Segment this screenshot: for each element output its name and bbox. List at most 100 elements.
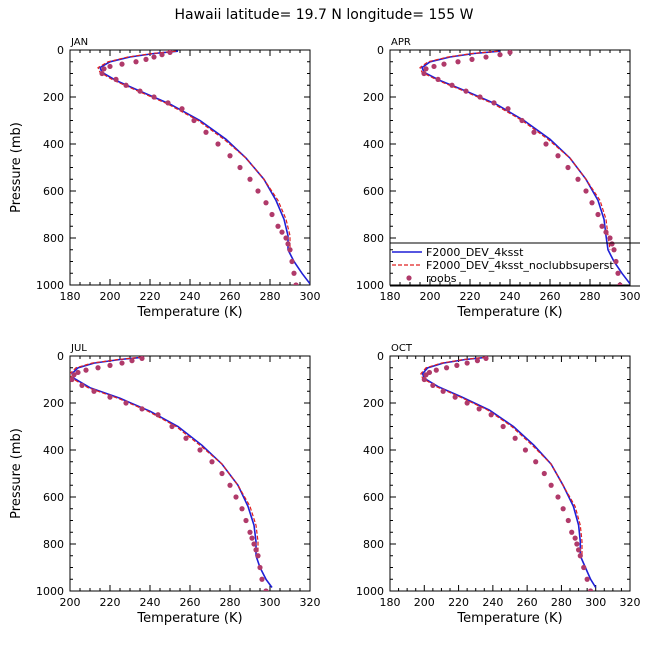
roobs-point (233, 494, 239, 500)
y-tick-label: 400 (363, 444, 384, 457)
y-tick-label: 0 (377, 350, 384, 363)
roobs-point (565, 164, 571, 171)
roobs-point (533, 459, 539, 465)
roobs-point (531, 129, 537, 135)
roobs-point (289, 258, 295, 265)
x-tick-label: 320 (620, 596, 641, 609)
roobs-point (249, 535, 255, 541)
roobs-point (572, 535, 578, 541)
x-tick-label: 200 (60, 596, 81, 609)
roobs-point (123, 400, 129, 406)
x-axis-label: Temperature (K) (456, 611, 562, 626)
roobs-point (474, 358, 481, 364)
series-group (70, 356, 273, 591)
roobs-point (483, 54, 489, 60)
roobs-point (219, 470, 225, 477)
roobs-point (70, 376, 75, 383)
roobs-point (587, 588, 594, 591)
roobs-point (259, 576, 265, 582)
x-tick-label: 220 (460, 290, 481, 303)
roobs-point (560, 506, 566, 512)
roobs-point (575, 176, 581, 182)
roobs-point (107, 394, 113, 400)
series-group (419, 50, 630, 285)
series-line-4ksst (71, 356, 273, 588)
roobs-point (83, 367, 89, 373)
x-tick-label: 280 (220, 596, 241, 609)
roobs-point (497, 52, 503, 58)
roobs-point (197, 447, 203, 453)
roobs-point (505, 106, 511, 112)
roobs-point (257, 564, 263, 571)
roobs-point (279, 229, 285, 235)
roobs-point (555, 153, 561, 159)
roobs-point (589, 200, 595, 206)
panel-label: OCT (391, 343, 413, 354)
roobs-point (541, 470, 547, 477)
roobs-point (433, 367, 439, 373)
roobs-point (584, 576, 590, 582)
x-tick-label: 320 (300, 596, 321, 609)
y-tick-label: 1000 (36, 279, 64, 292)
y-tick-label: 600 (363, 185, 384, 198)
roobs-point (137, 88, 143, 94)
roobs-point (615, 270, 621, 276)
x-tick-label: 300 (620, 290, 641, 303)
roobs-point (500, 423, 506, 430)
roobs-point (519, 117, 525, 124)
roobs-point (107, 63, 113, 70)
roobs-point (555, 494, 561, 500)
x-tick-label: 300 (300, 290, 321, 303)
x-tick-label: 260 (180, 596, 201, 609)
figure-title: Hawaii latitude= 19.7 N longitude= 155 W (175, 7, 474, 23)
y-tick-label: 200 (363, 397, 384, 410)
x-tick-label: 200 (420, 290, 441, 303)
roobs-point (440, 388, 446, 394)
roobs-point (107, 362, 113, 368)
roobs-point (209, 459, 215, 465)
y-tick-label: 0 (57, 44, 64, 57)
roobs-point (603, 229, 609, 235)
panel-jul: 200 220 240 260 280 300 320 0 200 400 600 800 1000 JU… (9, 343, 321, 626)
roobs-point (599, 223, 605, 229)
roobs-point (119, 360, 125, 366)
roobs-point (71, 372, 77, 378)
x-tick-label: 260 (517, 596, 538, 609)
roobs-point (143, 56, 149, 63)
x-tick-label: 180 (380, 596, 401, 609)
y-tick-label: 400 (363, 138, 384, 151)
y-axis-label: Pressure (mb) (9, 428, 24, 519)
x-tick-label: 220 (448, 596, 469, 609)
roobs-point (133, 59, 139, 65)
x-tick-label: 200 (100, 290, 121, 303)
roobs-point (583, 188, 589, 194)
roobs-point (476, 406, 482, 412)
panels-group: 180 200 220 240 260 280 300 0 200 400 600 800 1000 JA… (9, 37, 641, 626)
x-tick-label: 200 (414, 596, 435, 609)
roobs-point (581, 564, 587, 571)
roobs-point (151, 94, 157, 100)
roobs-point (251, 541, 257, 547)
roobs-point (575, 547, 582, 553)
x-tick-label: 240 (180, 290, 201, 303)
roobs-point (507, 50, 513, 55)
x-tick-label: 300 (585, 596, 606, 609)
roobs-point (423, 372, 429, 378)
roobs-point (423, 66, 429, 72)
roobs-point (452, 394, 458, 400)
y-tick-label: 800 (43, 232, 64, 245)
series-group (420, 356, 597, 591)
roobs-point (569, 529, 575, 535)
roobs-point (613, 258, 619, 265)
y-tick-label: 200 (43, 91, 64, 104)
roobs-point (483, 356, 489, 361)
y-tick-label: 800 (363, 538, 384, 551)
roobs-point (159, 52, 165, 58)
roobs-point (443, 365, 450, 371)
series-line-4ksst (98, 50, 310, 285)
roobs-point (491, 100, 497, 106)
roobs-point (291, 270, 297, 276)
roobs-point (139, 356, 145, 361)
